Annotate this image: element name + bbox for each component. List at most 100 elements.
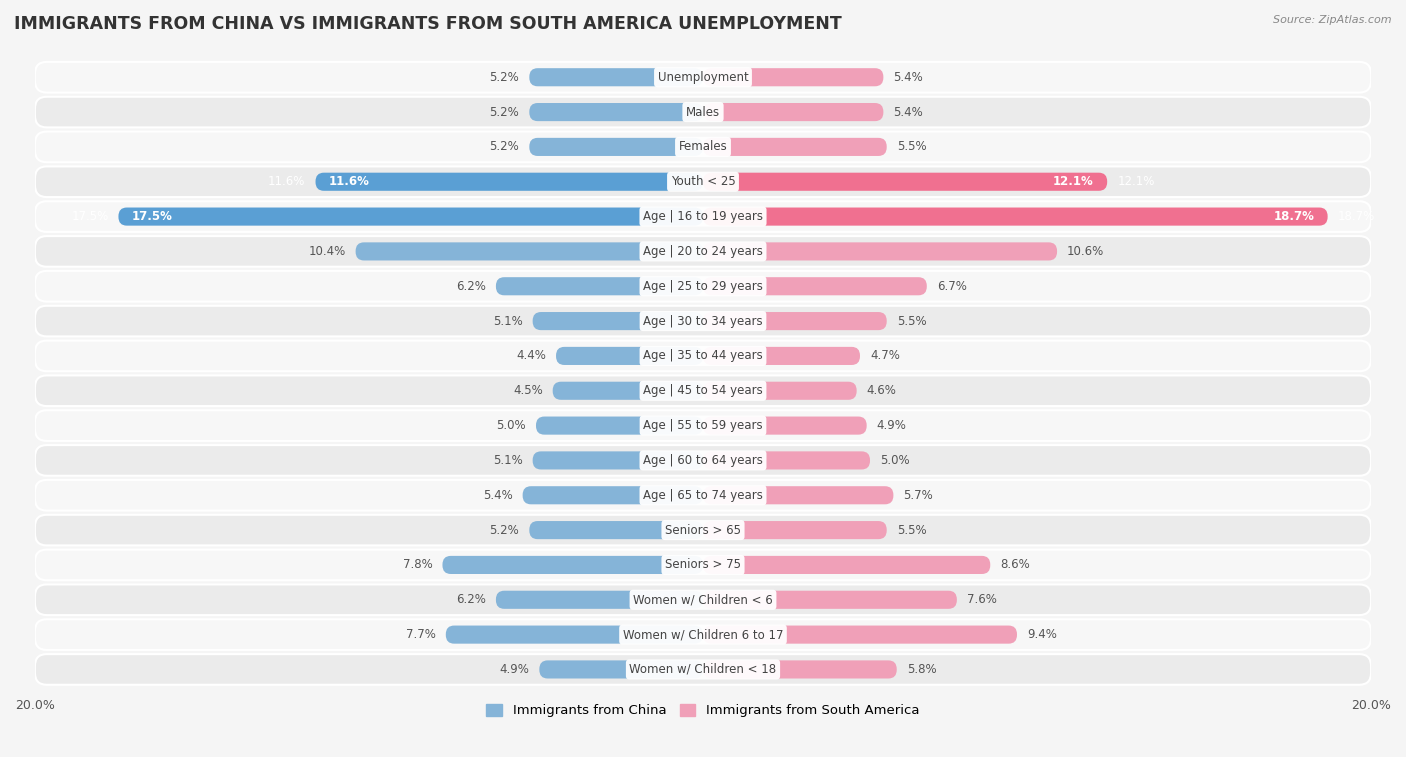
Text: 5.5%: 5.5% [897,315,927,328]
Text: Age | 65 to 74 years: Age | 65 to 74 years [643,489,763,502]
FancyBboxPatch shape [35,341,1371,371]
Text: Age | 25 to 29 years: Age | 25 to 29 years [643,280,763,293]
Text: Women w/ Children 6 to 17: Women w/ Children 6 to 17 [623,628,783,641]
Text: Seniors > 75: Seniors > 75 [665,559,741,572]
Text: 5.1%: 5.1% [494,315,523,328]
Text: Unemployment: Unemployment [658,70,748,84]
Text: 17.5%: 17.5% [132,210,173,223]
Text: 8.6%: 8.6% [1000,559,1031,572]
Text: 7.6%: 7.6% [967,593,997,606]
Text: 11.6%: 11.6% [269,175,305,188]
FancyBboxPatch shape [35,480,1371,510]
FancyBboxPatch shape [523,486,703,504]
FancyBboxPatch shape [703,103,883,121]
FancyBboxPatch shape [315,173,703,191]
Text: Seniors > 65: Seniors > 65 [665,524,741,537]
FancyBboxPatch shape [118,207,703,226]
Text: 9.4%: 9.4% [1026,628,1057,641]
Text: 10.6%: 10.6% [1067,245,1104,258]
FancyBboxPatch shape [35,584,1371,615]
Text: Age | 35 to 44 years: Age | 35 to 44 years [643,350,763,363]
FancyBboxPatch shape [703,486,893,504]
FancyBboxPatch shape [703,451,870,469]
Text: 6.7%: 6.7% [936,280,967,293]
FancyBboxPatch shape [540,660,703,678]
Text: 4.5%: 4.5% [513,385,543,397]
Text: 5.2%: 5.2% [489,524,519,537]
Text: Age | 16 to 19 years: Age | 16 to 19 years [643,210,763,223]
FancyBboxPatch shape [553,382,703,400]
Text: 5.2%: 5.2% [489,105,519,119]
Text: Youth < 25: Youth < 25 [671,175,735,188]
FancyBboxPatch shape [35,97,1371,127]
Text: 5.0%: 5.0% [880,454,910,467]
Legend: Immigrants from China, Immigrants from South America: Immigrants from China, Immigrants from S… [481,699,925,722]
FancyBboxPatch shape [35,271,1371,301]
FancyBboxPatch shape [35,445,1371,475]
FancyBboxPatch shape [703,556,990,574]
Text: Women w/ Children < 18: Women w/ Children < 18 [630,663,776,676]
Text: 5.2%: 5.2% [489,70,519,84]
Text: Females: Females [679,140,727,154]
Text: 5.4%: 5.4% [893,70,924,84]
Text: Age | 20 to 24 years: Age | 20 to 24 years [643,245,763,258]
FancyBboxPatch shape [555,347,703,365]
Text: 6.2%: 6.2% [456,280,486,293]
Text: 5.4%: 5.4% [893,105,924,119]
Text: 18.7%: 18.7% [1274,210,1315,223]
Text: 4.9%: 4.9% [499,663,529,676]
Text: 4.7%: 4.7% [870,350,900,363]
FancyBboxPatch shape [529,103,703,121]
Text: 5.5%: 5.5% [897,140,927,154]
FancyBboxPatch shape [703,521,887,539]
Text: 11.6%: 11.6% [329,175,370,188]
Text: IMMIGRANTS FROM CHINA VS IMMIGRANTS FROM SOUTH AMERICA UNEMPLOYMENT: IMMIGRANTS FROM CHINA VS IMMIGRANTS FROM… [14,15,842,33]
FancyBboxPatch shape [703,207,1327,226]
FancyBboxPatch shape [703,382,856,400]
FancyBboxPatch shape [356,242,703,260]
Text: Males: Males [686,105,720,119]
Text: 12.1%: 12.1% [1053,175,1094,188]
Text: 5.2%: 5.2% [489,140,519,154]
Text: 12.1%: 12.1% [1118,175,1154,188]
FancyBboxPatch shape [703,68,883,86]
Text: Source: ZipAtlas.com: Source: ZipAtlas.com [1274,15,1392,25]
Text: 6.2%: 6.2% [456,593,486,606]
FancyBboxPatch shape [35,236,1371,266]
FancyBboxPatch shape [703,416,866,435]
FancyBboxPatch shape [35,201,1371,232]
Text: 4.6%: 4.6% [866,385,897,397]
Text: 10.4%: 10.4% [308,245,346,258]
FancyBboxPatch shape [703,590,957,609]
Text: 7.8%: 7.8% [402,559,433,572]
FancyBboxPatch shape [35,167,1371,197]
Text: 4.9%: 4.9% [877,419,907,432]
FancyBboxPatch shape [536,416,703,435]
FancyBboxPatch shape [703,138,887,156]
FancyBboxPatch shape [529,138,703,156]
Text: 5.5%: 5.5% [897,524,927,537]
Text: Age | 45 to 54 years: Age | 45 to 54 years [643,385,763,397]
FancyBboxPatch shape [35,410,1371,441]
FancyBboxPatch shape [496,590,703,609]
Text: 4.4%: 4.4% [516,350,546,363]
Text: 17.5%: 17.5% [72,210,108,223]
FancyBboxPatch shape [703,625,1017,643]
FancyBboxPatch shape [703,347,860,365]
FancyBboxPatch shape [703,312,887,330]
FancyBboxPatch shape [35,375,1371,406]
FancyBboxPatch shape [35,550,1371,581]
FancyBboxPatch shape [35,654,1371,685]
Text: 5.7%: 5.7% [904,489,934,502]
Text: Women w/ Children < 6: Women w/ Children < 6 [633,593,773,606]
FancyBboxPatch shape [703,660,897,678]
FancyBboxPatch shape [703,277,927,295]
FancyBboxPatch shape [35,62,1371,92]
FancyBboxPatch shape [35,132,1371,162]
FancyBboxPatch shape [35,515,1371,546]
FancyBboxPatch shape [446,625,703,643]
FancyBboxPatch shape [533,451,703,469]
Text: 18.7%: 18.7% [1337,210,1375,223]
Text: 5.8%: 5.8% [907,663,936,676]
Text: Age | 30 to 34 years: Age | 30 to 34 years [643,315,763,328]
